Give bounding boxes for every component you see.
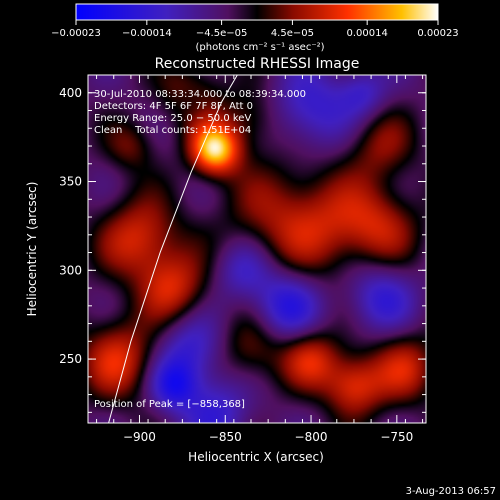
annotation-clean-counts: Clean Total counts: 1.51E+04 [94, 125, 251, 136]
y-tick-label: 300 [59, 263, 82, 277]
annotation-energy-range: Energy Range: 25.0 − 50.0 keV [94, 113, 251, 124]
colorbar: −0.00023 −0.00014 −4.5e−05 4.5e−05 0.00014 0.… [51, 3, 459, 53]
annotation-time-range: 30-Jul-2010 08:33:34.000 to 08:39:34.000 [94, 89, 306, 100]
x-tick-label: −800 [295, 430, 328, 444]
x-axis-label: Heliocentric X (arcsec) [188, 450, 324, 464]
x-tick-label: −850 [209, 430, 242, 444]
colorbar-tick-label: −0.00014 [122, 28, 172, 39]
colorbar-tick-label: 0.00014 [346, 28, 387, 39]
plot-frame [87, 74, 427, 424]
footer-date: 3-Aug-2013 06:57 [406, 486, 496, 497]
x-axis-ticks: −900 −850 −800 −750 [96, 75, 424, 444]
x-tick-label: −750 [380, 430, 413, 444]
annotation-block: 30-Jul-2010 08:33:34.000 to 08:39:34.000… [94, 89, 306, 136]
plot-area: −900 −850 −800 −750 250 300 350 400 30-Jul-201… [59, 74, 427, 444]
solar-limb-curve [108, 75, 238, 423]
y-tick-label: 350 [59, 175, 82, 189]
colorbar-tick-label: −0.00023 [51, 28, 101, 39]
colorbar-unit-label: (photons cm⁻² s⁻¹ asec⁻²) [195, 42, 324, 53]
chart-title: Reconstructed RHESSI Image [155, 56, 360, 72]
annotation-detectors: Detectors: 4F 5F 6F 7F 8F, Att 0 [94, 101, 253, 112]
x-tick-label: −900 [123, 430, 156, 444]
colorbar-gradient [75, 3, 439, 21]
y-tick-label: 400 [59, 86, 82, 100]
y-tick-label: 250 [59, 352, 82, 366]
y-axis-label: Heliocentric Y (arcsec) [25, 182, 39, 317]
heatmap-image [88, 75, 426, 423]
colorbar-tick-label: 0.00023 [417, 28, 458, 39]
peak-position-label: Position of Peak = [−858,368] [94, 399, 245, 410]
y-axis-ticks: 250 300 350 400 [59, 74, 426, 413]
colorbar-ticks: −0.00023 −0.00014 −4.5e−05 4.5e−05 0.00014 0.… [51, 20, 459, 39]
colorbar-tick-label: 4.5e−05 [271, 28, 314, 39]
colorbar-tick-label: −4.5e−05 [196, 28, 248, 39]
